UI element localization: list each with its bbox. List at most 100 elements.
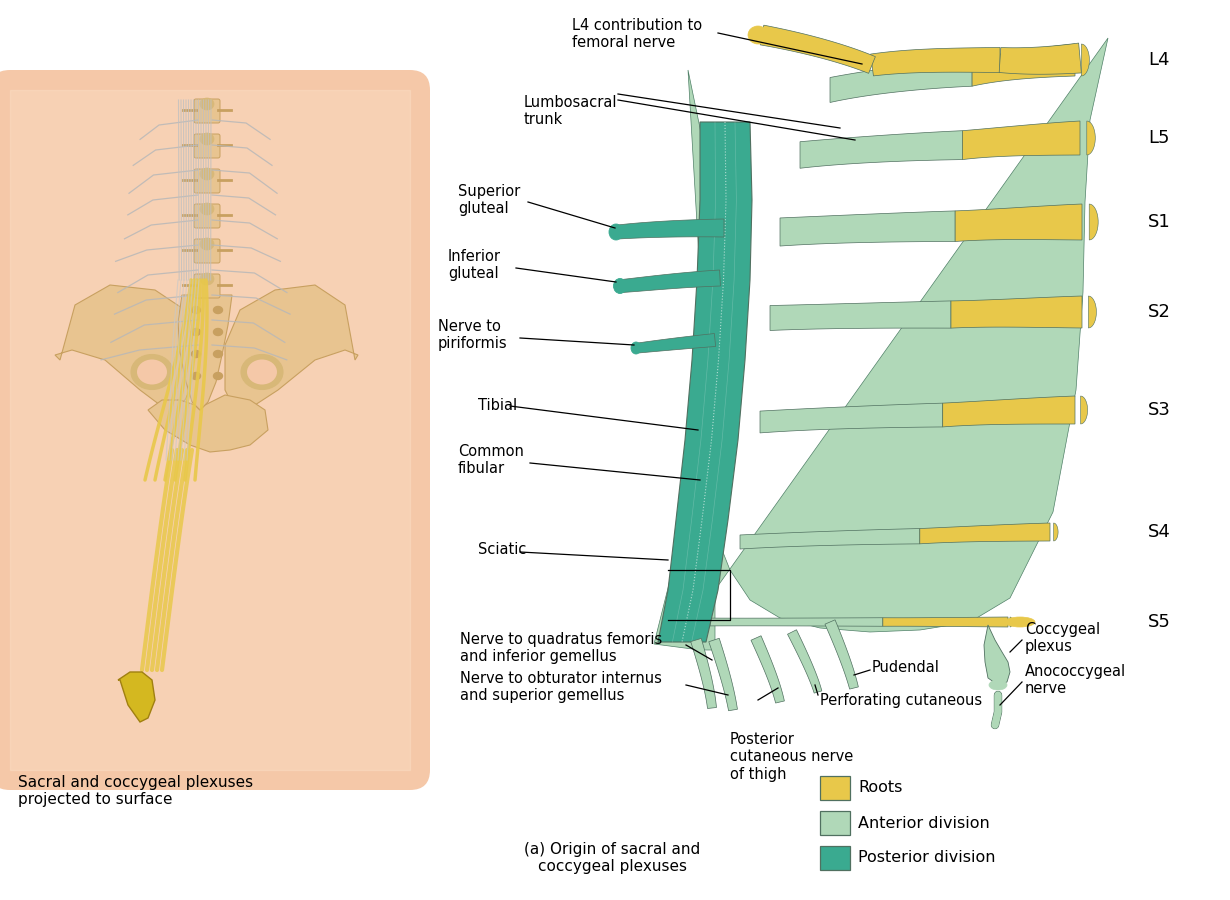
Polygon shape (962, 121, 1080, 159)
Text: Superior
gluteal: Superior gluteal (458, 184, 520, 216)
Polygon shape (951, 296, 1082, 328)
Polygon shape (760, 25, 876, 73)
Ellipse shape (214, 373, 223, 380)
Text: L4: L4 (1148, 51, 1170, 69)
Text: (a) Origin of sacral and
coccygeal plexuses: (a) Origin of sacral and coccygeal plexu… (524, 842, 700, 875)
Polygon shape (883, 617, 1009, 627)
Text: Nerve to
piriformis: Nerve to piriformis (438, 319, 508, 351)
Polygon shape (800, 130, 962, 168)
Polygon shape (972, 44, 1075, 86)
FancyBboxPatch shape (0, 70, 430, 790)
Polygon shape (825, 620, 859, 689)
Ellipse shape (214, 350, 223, 357)
Text: Common
fibular: Common fibular (458, 444, 524, 476)
Text: S2: S2 (1148, 303, 1171, 321)
Ellipse shape (200, 98, 214, 110)
Text: Nerve to quadratus femoris
and inferior gemellus: Nerve to quadratus femoris and inferior … (460, 632, 662, 664)
Polygon shape (956, 204, 1082, 241)
Polygon shape (1087, 121, 1095, 155)
Polygon shape (770, 301, 951, 330)
Polygon shape (1054, 523, 1058, 541)
Ellipse shape (200, 238, 214, 250)
FancyBboxPatch shape (820, 846, 850, 870)
Ellipse shape (200, 133, 214, 145)
Polygon shape (752, 635, 785, 703)
Polygon shape (830, 59, 972, 103)
Ellipse shape (132, 355, 173, 390)
Ellipse shape (192, 350, 200, 357)
Text: S5: S5 (1148, 613, 1171, 631)
Text: S1: S1 (1148, 213, 1171, 231)
FancyBboxPatch shape (194, 274, 220, 298)
Polygon shape (55, 285, 196, 420)
Text: L5: L5 (1148, 129, 1170, 147)
Text: Lumbosacral
trunk: Lumbosacral trunk (524, 95, 617, 128)
Ellipse shape (241, 355, 283, 390)
Ellipse shape (631, 342, 641, 354)
Ellipse shape (200, 203, 214, 215)
Polygon shape (1089, 296, 1096, 328)
Ellipse shape (989, 680, 1007, 690)
FancyBboxPatch shape (194, 134, 220, 158)
Polygon shape (178, 295, 232, 410)
FancyBboxPatch shape (820, 776, 850, 800)
Text: S3: S3 (1148, 401, 1171, 419)
Polygon shape (984, 625, 1010, 685)
Ellipse shape (192, 328, 200, 336)
FancyBboxPatch shape (194, 99, 220, 123)
FancyBboxPatch shape (194, 204, 220, 228)
Ellipse shape (192, 307, 200, 313)
Polygon shape (691, 638, 716, 708)
Polygon shape (148, 395, 268, 452)
Polygon shape (740, 528, 920, 549)
Polygon shape (1081, 44, 1090, 76)
Text: Posterior division: Posterior division (859, 850, 995, 866)
Text: Nerve to obturator internus
and superior gemellus: Nerve to obturator internus and superior… (460, 670, 662, 703)
Text: L4 contribution to
femoral nerve: L4 contribution to femoral nerve (572, 18, 702, 50)
Text: Roots: Roots (859, 780, 903, 796)
Ellipse shape (200, 273, 214, 285)
Ellipse shape (748, 26, 768, 44)
Polygon shape (787, 630, 822, 693)
Polygon shape (658, 122, 752, 642)
Polygon shape (621, 270, 721, 292)
Text: Anococcygeal
nerve: Anococcygeal nerve (1025, 664, 1127, 697)
Text: Pudendal: Pudendal (872, 661, 940, 676)
Polygon shape (920, 523, 1050, 544)
Polygon shape (225, 285, 358, 420)
Text: Sacral and coccygeal plexuses
projected to surface: Sacral and coccygeal plexuses projected … (18, 775, 253, 807)
Ellipse shape (1005, 617, 1034, 627)
Polygon shape (871, 48, 1000, 76)
Ellipse shape (214, 328, 223, 336)
Polygon shape (118, 672, 155, 722)
Text: Sciatic: Sciatic (478, 543, 526, 557)
Ellipse shape (247, 359, 277, 384)
Ellipse shape (137, 359, 167, 384)
Text: Anterior division: Anterior division (859, 815, 990, 831)
FancyBboxPatch shape (194, 239, 220, 263)
Ellipse shape (614, 278, 626, 293)
Polygon shape (654, 38, 1108, 650)
Polygon shape (1010, 617, 1012, 627)
Polygon shape (710, 617, 883, 626)
Ellipse shape (214, 307, 223, 313)
Polygon shape (637, 334, 716, 353)
Text: Coccygeal
plexus: Coccygeal plexus (1025, 622, 1100, 654)
FancyBboxPatch shape (194, 169, 220, 193)
Ellipse shape (192, 373, 200, 380)
Text: S4: S4 (1148, 523, 1171, 541)
Polygon shape (760, 403, 942, 433)
FancyBboxPatch shape (820, 811, 850, 835)
Ellipse shape (609, 224, 624, 240)
Text: Perforating cutaneous: Perforating cutaneous (820, 692, 982, 707)
Text: Tibial: Tibial (478, 399, 517, 413)
Polygon shape (1081, 396, 1087, 424)
Polygon shape (708, 638, 738, 711)
Text: Inferior
gluteal: Inferior gluteal (448, 248, 501, 281)
Polygon shape (617, 219, 724, 239)
Ellipse shape (200, 168, 214, 180)
Polygon shape (1090, 204, 1098, 240)
Polygon shape (942, 396, 1075, 427)
Polygon shape (780, 211, 956, 246)
Polygon shape (999, 43, 1081, 75)
